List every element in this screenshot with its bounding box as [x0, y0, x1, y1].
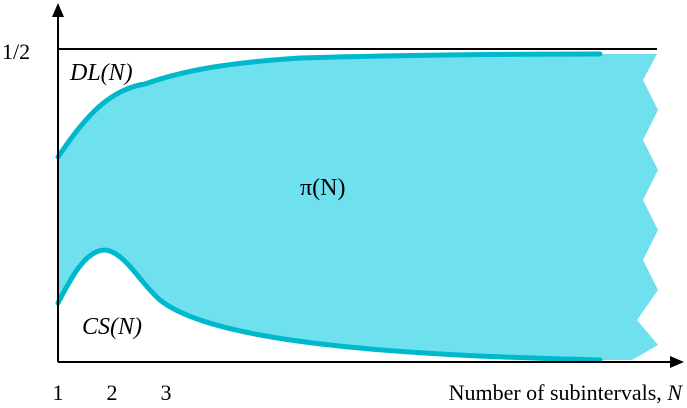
- dl-label: DL(N): [69, 60, 133, 86]
- cs-curve: [55, 247, 603, 363]
- x-axis-label-var: N: [666, 380, 683, 405]
- pi-region: [58, 54, 658, 360]
- x-tick-label-2: 2: [107, 380, 118, 405]
- x-tick-label-1: 1: [53, 380, 64, 405]
- x-axis-label: Number of subintervals, N: [449, 380, 684, 405]
- x-axis-label-text: Number of subintervals,: [449, 380, 668, 405]
- cs-label: CS(N): [82, 314, 142, 340]
- x-tick-label-3: 3: [161, 380, 172, 405]
- pi-label: π(N): [300, 175, 345, 201]
- y-tick-label: 1/2: [2, 39, 30, 64]
- dl-curve: [55, 51, 603, 160]
- y-axis-arrow: [52, 3, 64, 17]
- x-axis-arrow: [670, 356, 684, 368]
